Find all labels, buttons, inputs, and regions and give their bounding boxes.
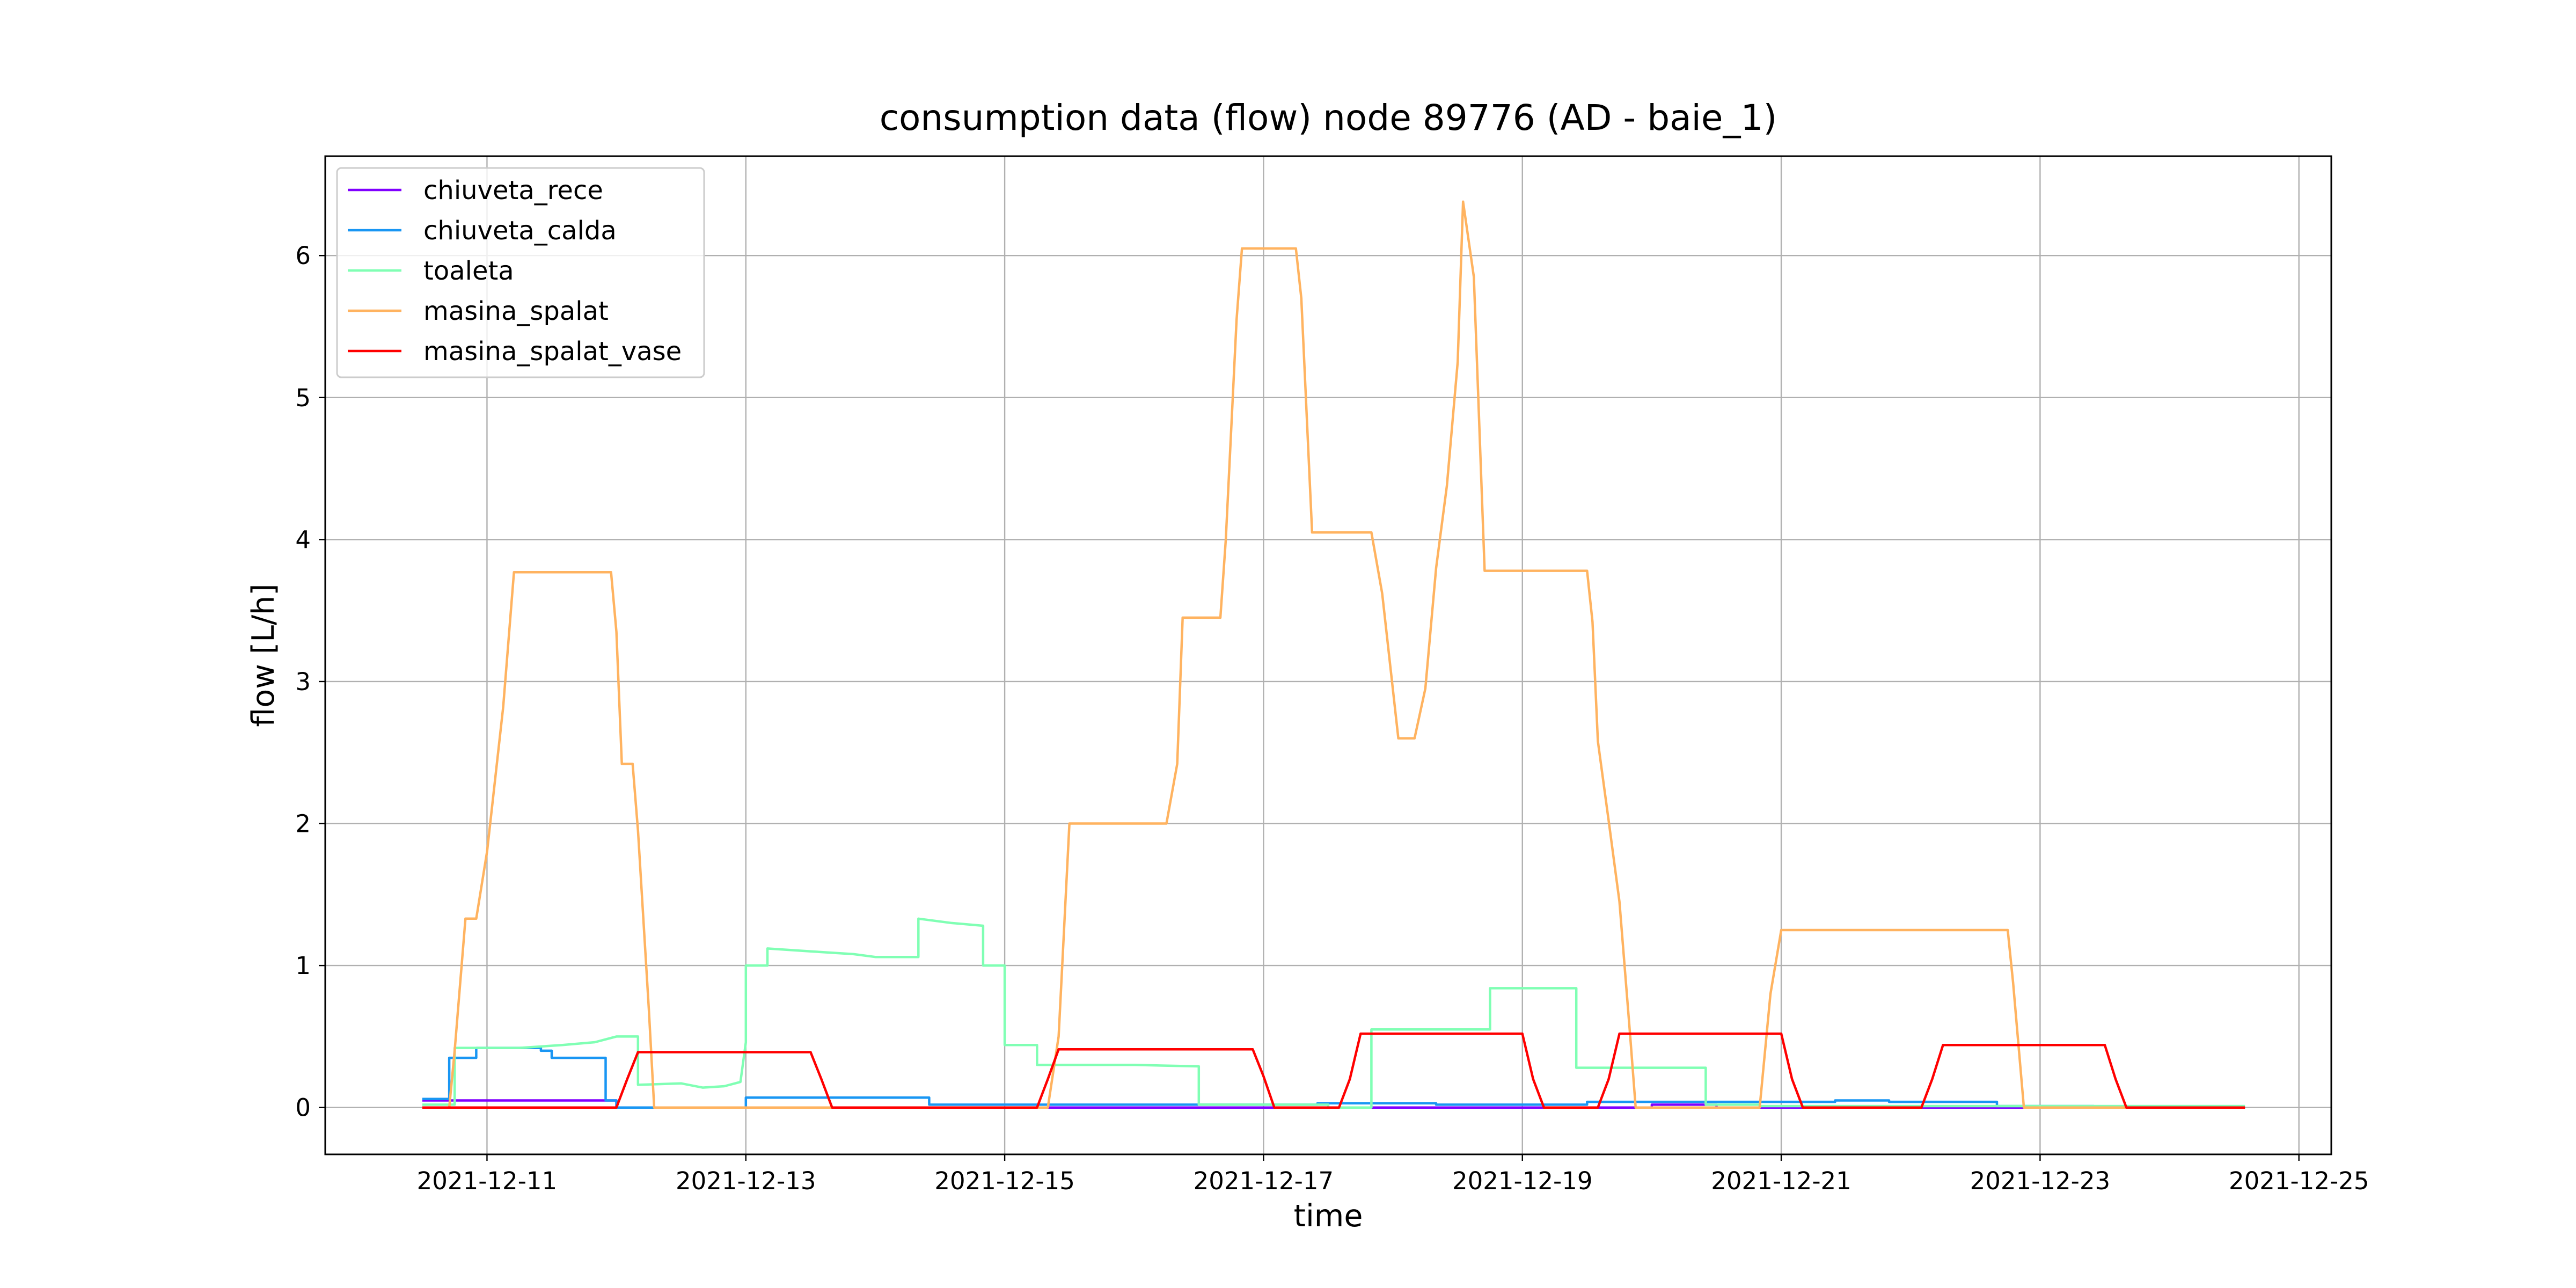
x-tick-label: 2021-12-13 bbox=[676, 1167, 816, 1195]
y-tick-label: 0 bbox=[295, 1094, 311, 1122]
legend-label: masina_spalat bbox=[423, 296, 609, 326]
series-line-masina-spalat-vase bbox=[422, 1032, 2245, 1109]
ticks: 2021-12-11 2021-12-13 2021-12-15 2021-12-17… bbox=[295, 241, 2369, 1195]
x-tick-label: 2021-12-11 bbox=[417, 1167, 558, 1195]
x-tick-label: 2021-12-17 bbox=[1194, 1167, 1334, 1195]
y-tick-label: 4 bbox=[295, 525, 311, 554]
y-tick-label: 1 bbox=[295, 952, 311, 980]
y-tick-label: 3 bbox=[295, 668, 311, 696]
y-tick-label: 6 bbox=[295, 241, 311, 270]
legend-box bbox=[336, 167, 705, 378]
x-tick-label: 2021-12-23 bbox=[1970, 1167, 2111, 1195]
y-tick-label: 2 bbox=[295, 810, 311, 838]
chart-title: consumption data (flow) node 89776 (AD -… bbox=[880, 97, 1777, 138]
legend-label: masina_spalat_vase bbox=[423, 336, 682, 367]
series-line-chiuveta-rece bbox=[422, 1099, 2245, 1109]
series-group bbox=[422, 200, 2245, 1109]
plot-area-frame bbox=[324, 155, 2332, 1155]
legend-label: toaleta bbox=[423, 256, 514, 286]
x-tick-label: 2021-12-25 bbox=[2229, 1167, 2369, 1195]
y-axis-label: flow [L/h] bbox=[246, 583, 281, 727]
series-line-masina-spalat bbox=[422, 200, 2245, 1109]
legend-label: chiuveta_rece bbox=[423, 175, 603, 206]
x-axis-label: time bbox=[1294, 1198, 1363, 1234]
legend-label: chiuveta_calda bbox=[423, 216, 617, 246]
y-tick-label: 5 bbox=[295, 384, 311, 412]
x-tick-label: 2021-12-15 bbox=[934, 1167, 1075, 1195]
x-tick-label: 2021-12-19 bbox=[1452, 1167, 1593, 1195]
x-tick-label: 2021-12-21 bbox=[1711, 1167, 1851, 1195]
